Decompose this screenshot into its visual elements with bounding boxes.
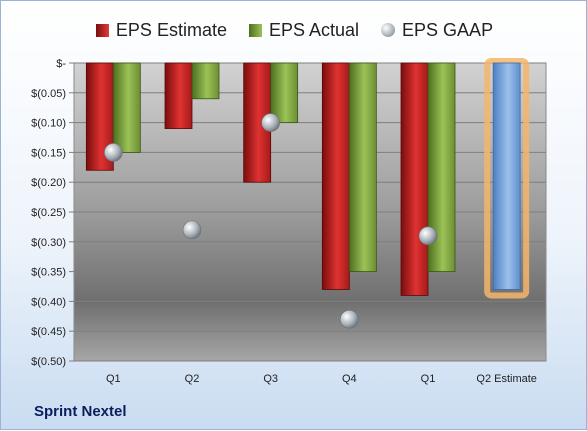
legend-swatch-estimate [95, 23, 109, 37]
y-tick-label: $(0.10) [31, 118, 66, 130]
legend-swatch-actual [248, 23, 262, 37]
bar-eps-actual [348, 62, 377, 273]
bar-eps-estimate [321, 62, 350, 290]
gaap-points [104, 113, 438, 329]
bar-projected-glow [484, 58, 530, 299]
y-tick-label: $(0.45) [31, 326, 66, 338]
bar-eps-estimate [164, 62, 193, 129]
y-tick-label: $(0.05) [31, 88, 66, 100]
bar-eps-projected [492, 62, 521, 290]
bar-eps-actual [112, 62, 141, 153]
x-tick-label: Q1 [421, 373, 436, 385]
legend-swatch-gaap [381, 23, 396, 37]
legend-item-estimate: EPS Estimate [95, 15, 227, 45]
y-tick-label: $(0.20) [31, 177, 66, 189]
point-eps-gaap [104, 143, 123, 162]
bar-eps-actual [191, 62, 220, 100]
y-tick-label: $(0.30) [31, 237, 66, 249]
legend: EPS Estimate EPS Actual EPS GAAP [1, 15, 587, 45]
gridlines [74, 62, 546, 362]
x-tick-label: Q1 [106, 373, 121, 385]
y-tick-label: $(0.15) [31, 147, 66, 159]
bar-eps-estimate [400, 62, 429, 296]
x-tick-label: Q4 [342, 373, 357, 385]
y-axis-ticks: $- $(0.05) $(0.10) $(0.15) $(0.20) $(0.25) $(0… [31, 58, 74, 368]
legend-item-gaap: EPS GAAP [381, 15, 493, 45]
point-eps-gaap [261, 113, 280, 132]
legend-label-actual: EPS Actual [268, 19, 360, 40]
bars [85, 58, 530, 299]
point-eps-gaap [418, 226, 438, 246]
y-tick-label: $(0.50) [31, 356, 66, 368]
y-tick-label: $- [56, 58, 66, 70]
x-tick-label: Q2 [185, 373, 200, 385]
x-tick-label: Q3 [263, 373, 278, 385]
point-eps-gaap [340, 309, 359, 329]
y-tick-label: $(0.35) [31, 267, 66, 279]
legend-item-actual: EPS Actual [248, 15, 360, 45]
y-tick-label: $(0.25) [31, 207, 66, 219]
legend-label-gaap: EPS GAAP [402, 19, 494, 40]
x-tick-label: Q2 Estimate [476, 373, 537, 385]
bar-eps-actual [270, 62, 299, 123]
company-name: Sprint Nextel [34, 403, 127, 420]
point-eps-gaap [182, 220, 202, 240]
legend-label-estimate: EPS Estimate [115, 19, 227, 40]
y-tick-label: $(0.40) [31, 296, 66, 308]
x-axis-ticks: Q1 Q2 Q3 Q4 Q1 Q2 Estimate [106, 373, 537, 385]
